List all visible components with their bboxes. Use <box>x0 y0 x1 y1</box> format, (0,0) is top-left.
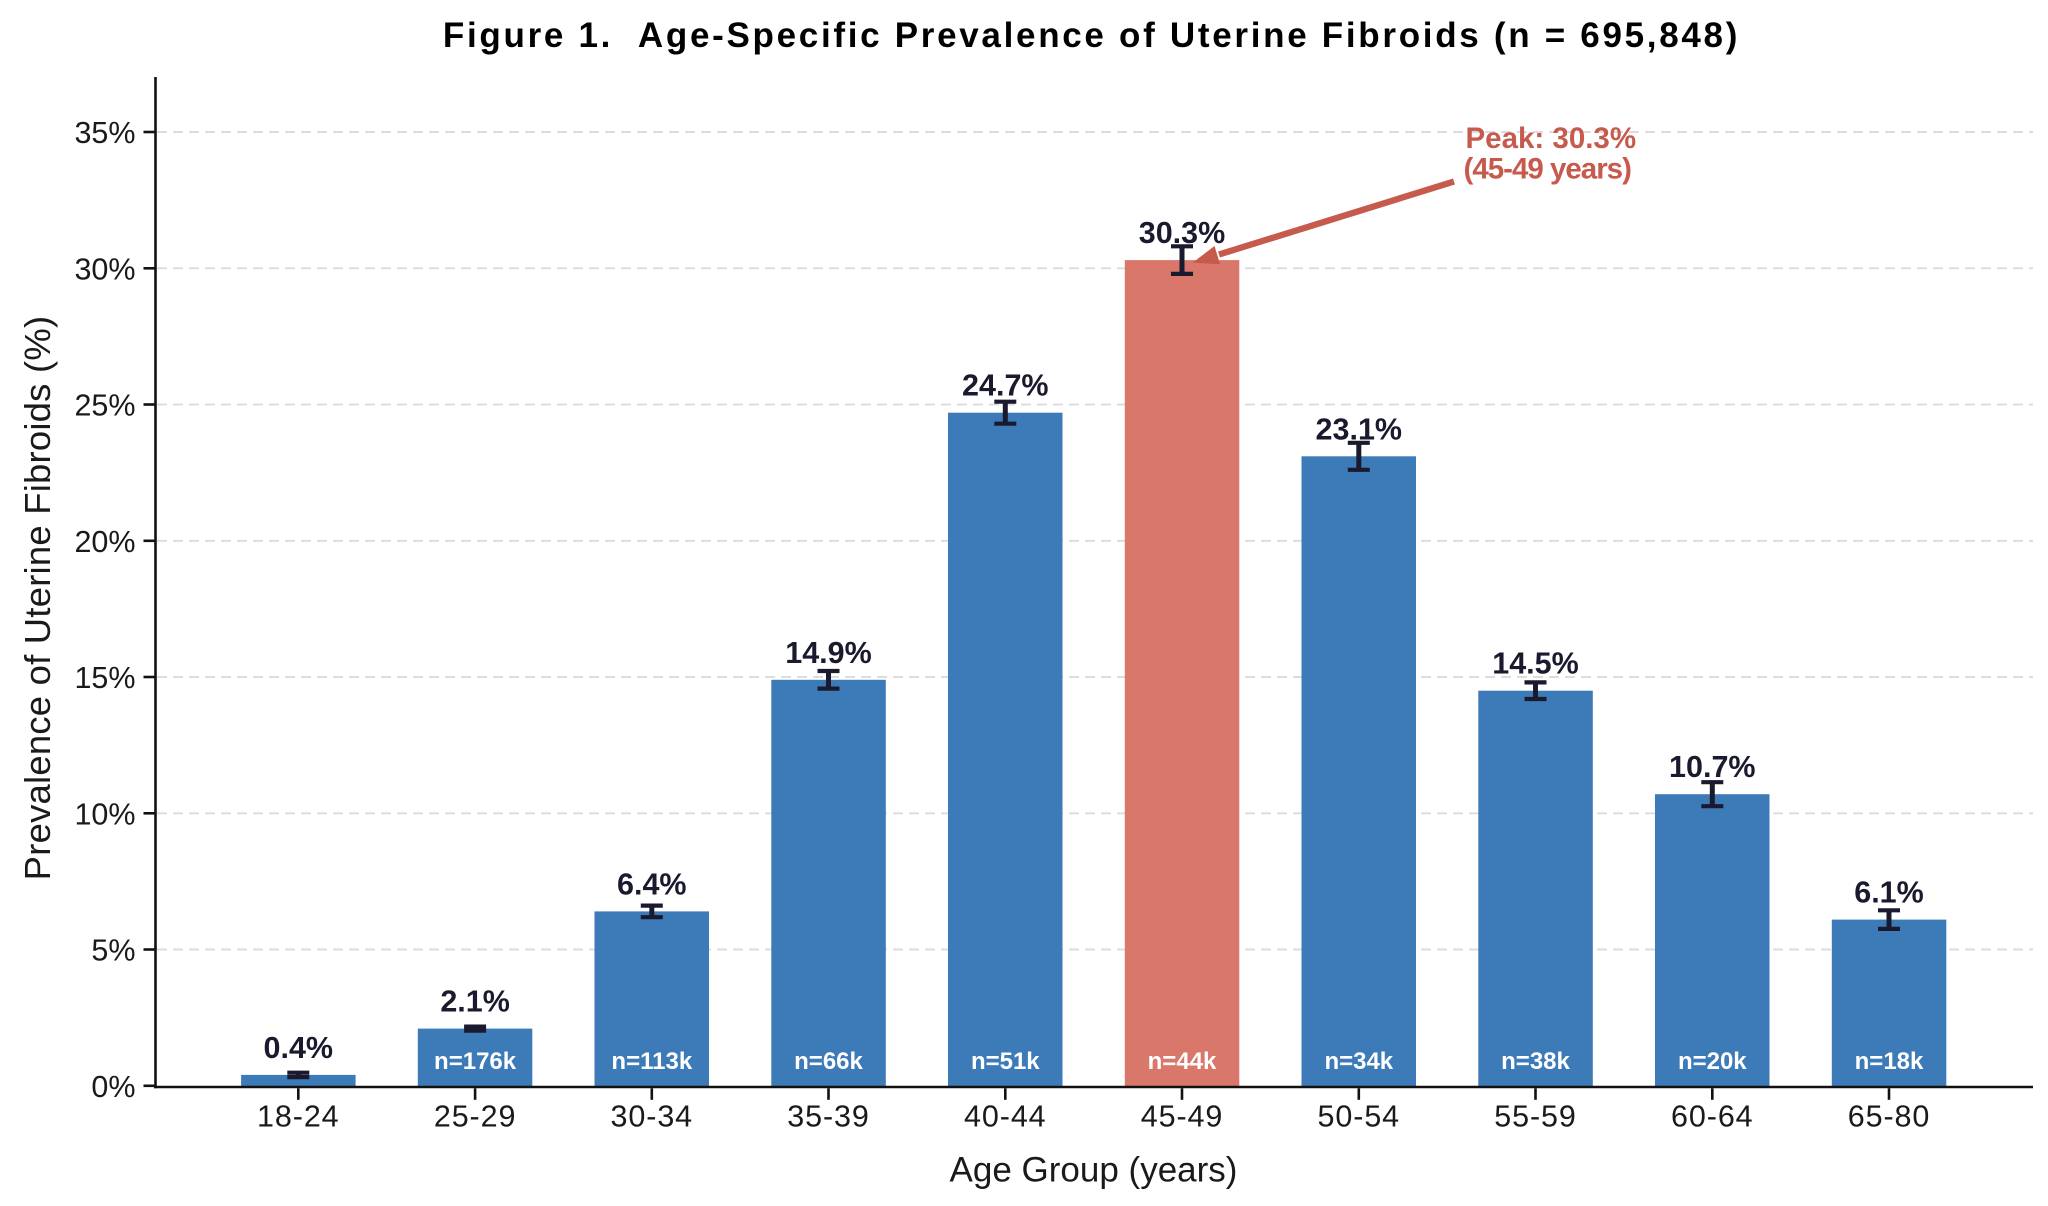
svg-text:20%: 20% <box>74 525 135 559</box>
svg-text:25%: 25% <box>74 389 135 423</box>
svg-text:10.7%: 10.7% <box>1669 750 1755 784</box>
svg-text:15%: 15% <box>74 661 135 695</box>
svg-text:n=20k: n=20k <box>1678 1048 1747 1075</box>
svg-text:(45-49 years): (45-49 years) <box>1464 153 1632 186</box>
svg-text:n=44k: n=44k <box>1148 1048 1217 1075</box>
svg-text:30-34: 30-34 <box>611 1100 694 1134</box>
svg-text:35-39: 35-39 <box>787 1100 870 1134</box>
svg-text:60-64: 60-64 <box>1671 1100 1754 1134</box>
svg-text:n=34k: n=34k <box>1324 1048 1393 1075</box>
svg-text:Prevalence of Uterine Fibroids: Prevalence of Uterine Fibroids (%) <box>17 316 58 881</box>
svg-text:10%: 10% <box>74 797 135 831</box>
svg-text:24.7%: 24.7% <box>962 369 1048 403</box>
svg-text:6.4%: 6.4% <box>617 867 687 901</box>
svg-text:40-44: 40-44 <box>964 1100 1047 1134</box>
svg-text:18-24: 18-24 <box>257 1100 340 1134</box>
svg-text:45-49: 45-49 <box>1141 1100 1224 1134</box>
svg-text:Figure 1. Age-Specific Preval: Figure 1. Age-Specific Prevalence of Ute… <box>443 16 1740 55</box>
svg-text:n=38k: n=38k <box>1501 1048 1570 1075</box>
svg-text:0.4%: 0.4% <box>264 1031 334 1065</box>
svg-text:n=176k: n=176k <box>434 1048 517 1075</box>
svg-text:0%: 0% <box>91 1070 135 1104</box>
svg-text:n=18k: n=18k <box>1855 1048 1924 1075</box>
svg-text:14.9%: 14.9% <box>785 636 871 670</box>
svg-text:55-59: 55-59 <box>1494 1100 1577 1134</box>
svg-text:n=113k: n=113k <box>611 1048 692 1075</box>
svg-text:2.1%: 2.1% <box>440 985 510 1019</box>
svg-text:65-80: 65-80 <box>1848 1100 1931 1134</box>
svg-text:23.1%: 23.1% <box>1316 412 1402 446</box>
svg-text:6.1%: 6.1% <box>1854 876 1924 910</box>
svg-text:35%: 35% <box>74 116 135 150</box>
svg-text:5%: 5% <box>91 934 135 968</box>
svg-text:n=66k: n=66k <box>794 1048 863 1075</box>
svg-text:Peak: 30.3%: Peak: 30.3% <box>1466 122 1637 155</box>
svg-text:25-29: 25-29 <box>434 1100 517 1134</box>
svg-text:30%: 30% <box>74 252 135 286</box>
svg-text:Age Group (years): Age Group (years) <box>950 1151 1238 1190</box>
svg-text:14.5%: 14.5% <box>1492 647 1578 681</box>
svg-text:30.3%: 30.3% <box>1139 216 1225 250</box>
svg-text:n=51k: n=51k <box>971 1048 1040 1075</box>
svg-text:50-54: 50-54 <box>1318 1100 1401 1134</box>
